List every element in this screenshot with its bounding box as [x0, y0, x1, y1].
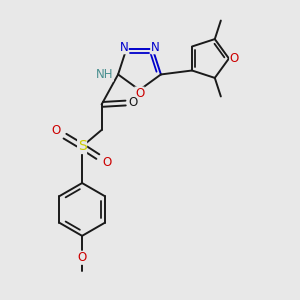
Text: NH: NH — [96, 68, 113, 81]
Text: N: N — [151, 41, 160, 54]
Text: S: S — [78, 140, 86, 154]
Text: O: O — [230, 52, 239, 65]
Text: O: O — [135, 87, 144, 100]
Text: O: O — [51, 124, 60, 137]
Text: O: O — [128, 97, 137, 110]
Text: N: N — [119, 41, 128, 54]
Text: O: O — [77, 251, 87, 264]
Text: O: O — [102, 156, 112, 169]
